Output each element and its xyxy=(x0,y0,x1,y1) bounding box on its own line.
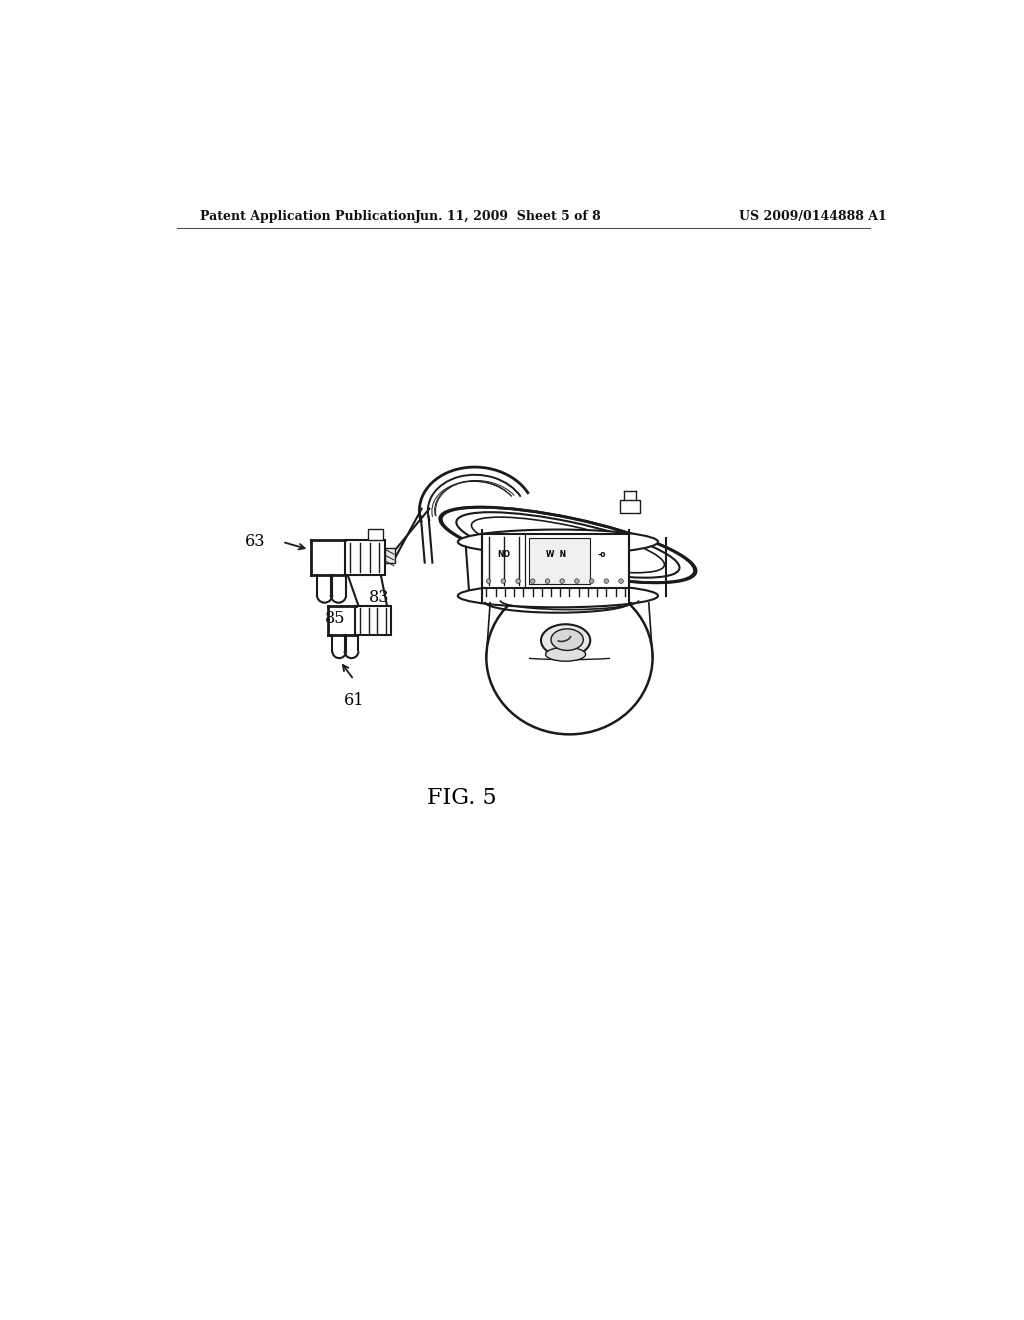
Text: 85: 85 xyxy=(325,610,345,627)
Text: Patent Application Publication: Patent Application Publication xyxy=(200,210,416,223)
Bar xyxy=(345,540,385,576)
Ellipse shape xyxy=(541,624,590,656)
Bar xyxy=(355,606,391,635)
Bar xyxy=(385,548,395,564)
Ellipse shape xyxy=(551,628,584,651)
Text: W  N: W N xyxy=(546,549,565,558)
Text: 61: 61 xyxy=(344,692,365,709)
Circle shape xyxy=(574,579,580,583)
Bar xyxy=(528,539,590,585)
Bar xyxy=(482,535,629,589)
Text: Jun. 11, 2009  Sheet 5 of 8: Jun. 11, 2009 Sheet 5 of 8 xyxy=(415,210,601,223)
Ellipse shape xyxy=(486,581,652,734)
Text: US 2009/0144888 A1: US 2009/0144888 A1 xyxy=(739,210,887,223)
Circle shape xyxy=(486,579,490,583)
Ellipse shape xyxy=(546,647,586,661)
Bar xyxy=(621,500,640,512)
Circle shape xyxy=(589,579,594,583)
Circle shape xyxy=(501,579,506,583)
Circle shape xyxy=(604,579,608,583)
Bar xyxy=(368,529,383,540)
Ellipse shape xyxy=(439,507,696,583)
Circle shape xyxy=(560,579,564,583)
Text: 83: 83 xyxy=(370,589,390,606)
Text: 63: 63 xyxy=(245,533,265,550)
Text: -o: -o xyxy=(598,549,606,558)
Circle shape xyxy=(516,579,520,583)
Ellipse shape xyxy=(458,585,658,607)
Circle shape xyxy=(618,579,624,583)
Circle shape xyxy=(545,579,550,583)
Text: NO: NO xyxy=(498,549,511,558)
Text: FIG. 5: FIG. 5 xyxy=(427,787,497,808)
Ellipse shape xyxy=(458,529,658,554)
Circle shape xyxy=(530,579,536,583)
